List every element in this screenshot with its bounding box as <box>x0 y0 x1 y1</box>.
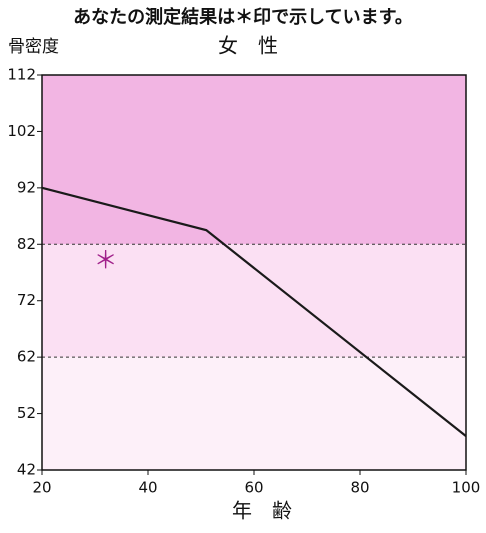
x-axis-label: 年 齢 <box>232 499 292 523</box>
x-tick-label: 20 <box>32 479 51 497</box>
x-tick-label: 40 <box>138 479 157 497</box>
chart-subtitle: 女 性 <box>218 34 278 58</box>
measurement-marker: ＊ <box>94 246 118 274</box>
chart-title: あなたの測定結果は＊印で示しています。 <box>73 6 413 28</box>
data-line <box>41 186 467 438</box>
y-tick-label: 42 <box>17 461 36 479</box>
y-tick-label: 82 <box>17 235 36 253</box>
y-tick-label: 52 <box>17 404 36 422</box>
band <box>42 357 466 470</box>
y-axis-label: 骨密度 <box>8 37 59 57</box>
band <box>42 244 466 358</box>
x-tick-label: 100 <box>452 479 481 497</box>
y-tick-label: 92 <box>17 178 36 196</box>
y-tick-label: 102 <box>7 122 36 140</box>
x-tick-label: 80 <box>350 479 369 497</box>
y-tick-label: 72 <box>17 291 36 309</box>
x-tick-label: 60 <box>244 479 263 497</box>
band <box>42 75 466 245</box>
y-tick-label: 112 <box>7 66 36 84</box>
y-tick-label: 62 <box>17 348 36 366</box>
